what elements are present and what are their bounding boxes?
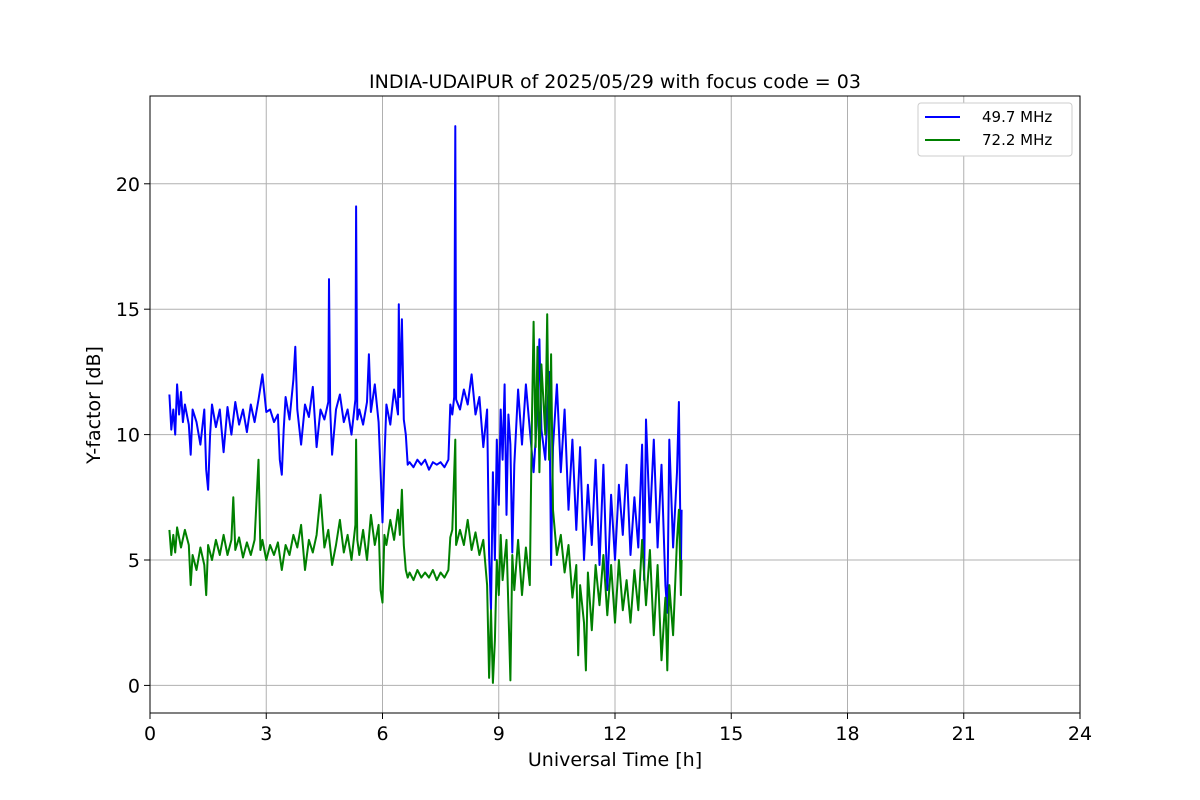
legend-label-2: 72.2 MHz bbox=[982, 131, 1052, 149]
x-tick-label: 21 bbox=[952, 723, 976, 745]
y-tick-label: 20 bbox=[116, 174, 140, 196]
y-axis-ticks: 0 5 10 15 20 bbox=[116, 174, 150, 697]
series-line-2 bbox=[168, 313, 683, 684]
chart-title: INDIA-UDAIPUR of 2025/05/29 with focus c… bbox=[369, 71, 861, 93]
x-tick-label: 15 bbox=[719, 723, 743, 745]
x-tick-label: 6 bbox=[376, 723, 388, 745]
x-tick-label: 3 bbox=[260, 723, 272, 745]
y-axis-label: Y-factor [dB] bbox=[83, 346, 105, 465]
x-axis-label: Universal Time [h] bbox=[528, 749, 702, 771]
x-tick-label: 12 bbox=[603, 723, 627, 745]
series-line-1 bbox=[168, 125, 683, 614]
legend-label-1: 49.7 MHz bbox=[982, 108, 1052, 126]
y-tick-label: 0 bbox=[128, 675, 140, 697]
x-tick-label: 9 bbox=[493, 723, 505, 745]
y-tick-label: 10 bbox=[116, 425, 140, 447]
series-layer bbox=[168, 125, 683, 684]
x-tick-label: 18 bbox=[835, 723, 859, 745]
y-tick-label: 15 bbox=[116, 299, 140, 321]
x-axis-ticks: 0 3 6 9 12 15 18 21 24 bbox=[144, 713, 1092, 745]
legend: 49.7 MHz 72.2 MHz bbox=[917, 102, 1073, 157]
x-tick-label: 24 bbox=[1068, 723, 1092, 745]
y-tick-label: 5 bbox=[128, 550, 140, 572]
x-tick-label: 0 bbox=[144, 723, 156, 745]
